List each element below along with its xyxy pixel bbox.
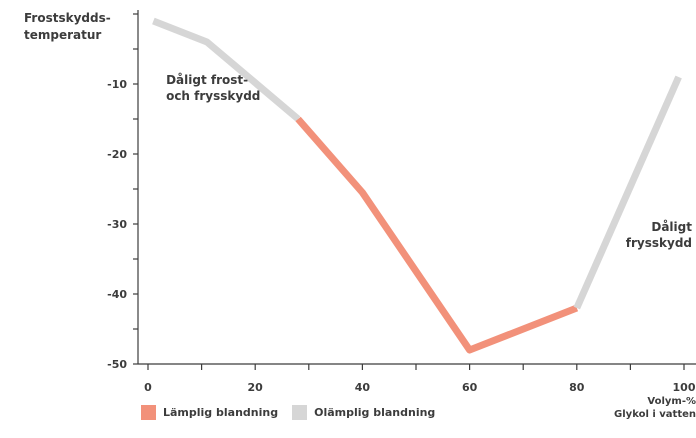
legend-swatch-unsuitable [292,405,308,420]
series-line-2 [573,75,682,310]
x-tick-label: 100 [673,381,696,394]
annotation-1: Dåligt frost-och frysskydd [166,73,260,103]
x-tick-label: 60 [462,381,478,394]
annotation-2: Dåligt frysskydd [626,220,692,250]
legend-label-unsuitable: Olämplig blandning [314,406,436,419]
x-tick-label: 40 [355,381,371,394]
y-axis-title: Frostskydds-temperatur [24,11,111,42]
x-axis-title: Volym-% Glykol i vatten [614,396,696,420]
legend-item-suitable: Lämplig blandning [141,405,278,420]
y-tick-label: -50 [107,358,127,371]
legend-label-suitable: Lämplig blandning [163,406,279,419]
series-line-1 [295,116,579,354]
legend-swatch-suitable [141,405,156,420]
y-tick-label: -30 [107,218,127,231]
y-tick-label: -20 [107,148,127,161]
x-tick-label: 0 [144,381,152,394]
x-tick-label: 20 [248,381,264,394]
legend-item-unsuitable: Olämplig blandning [292,405,435,420]
y-tick-label: -10 [107,78,127,91]
y-tick-label: -40 [107,288,127,301]
series-line-0 [152,17,301,122]
legend: Lämplig blandning Olämplig blandning [141,405,449,420]
x-tick-label: 80 [569,381,585,394]
